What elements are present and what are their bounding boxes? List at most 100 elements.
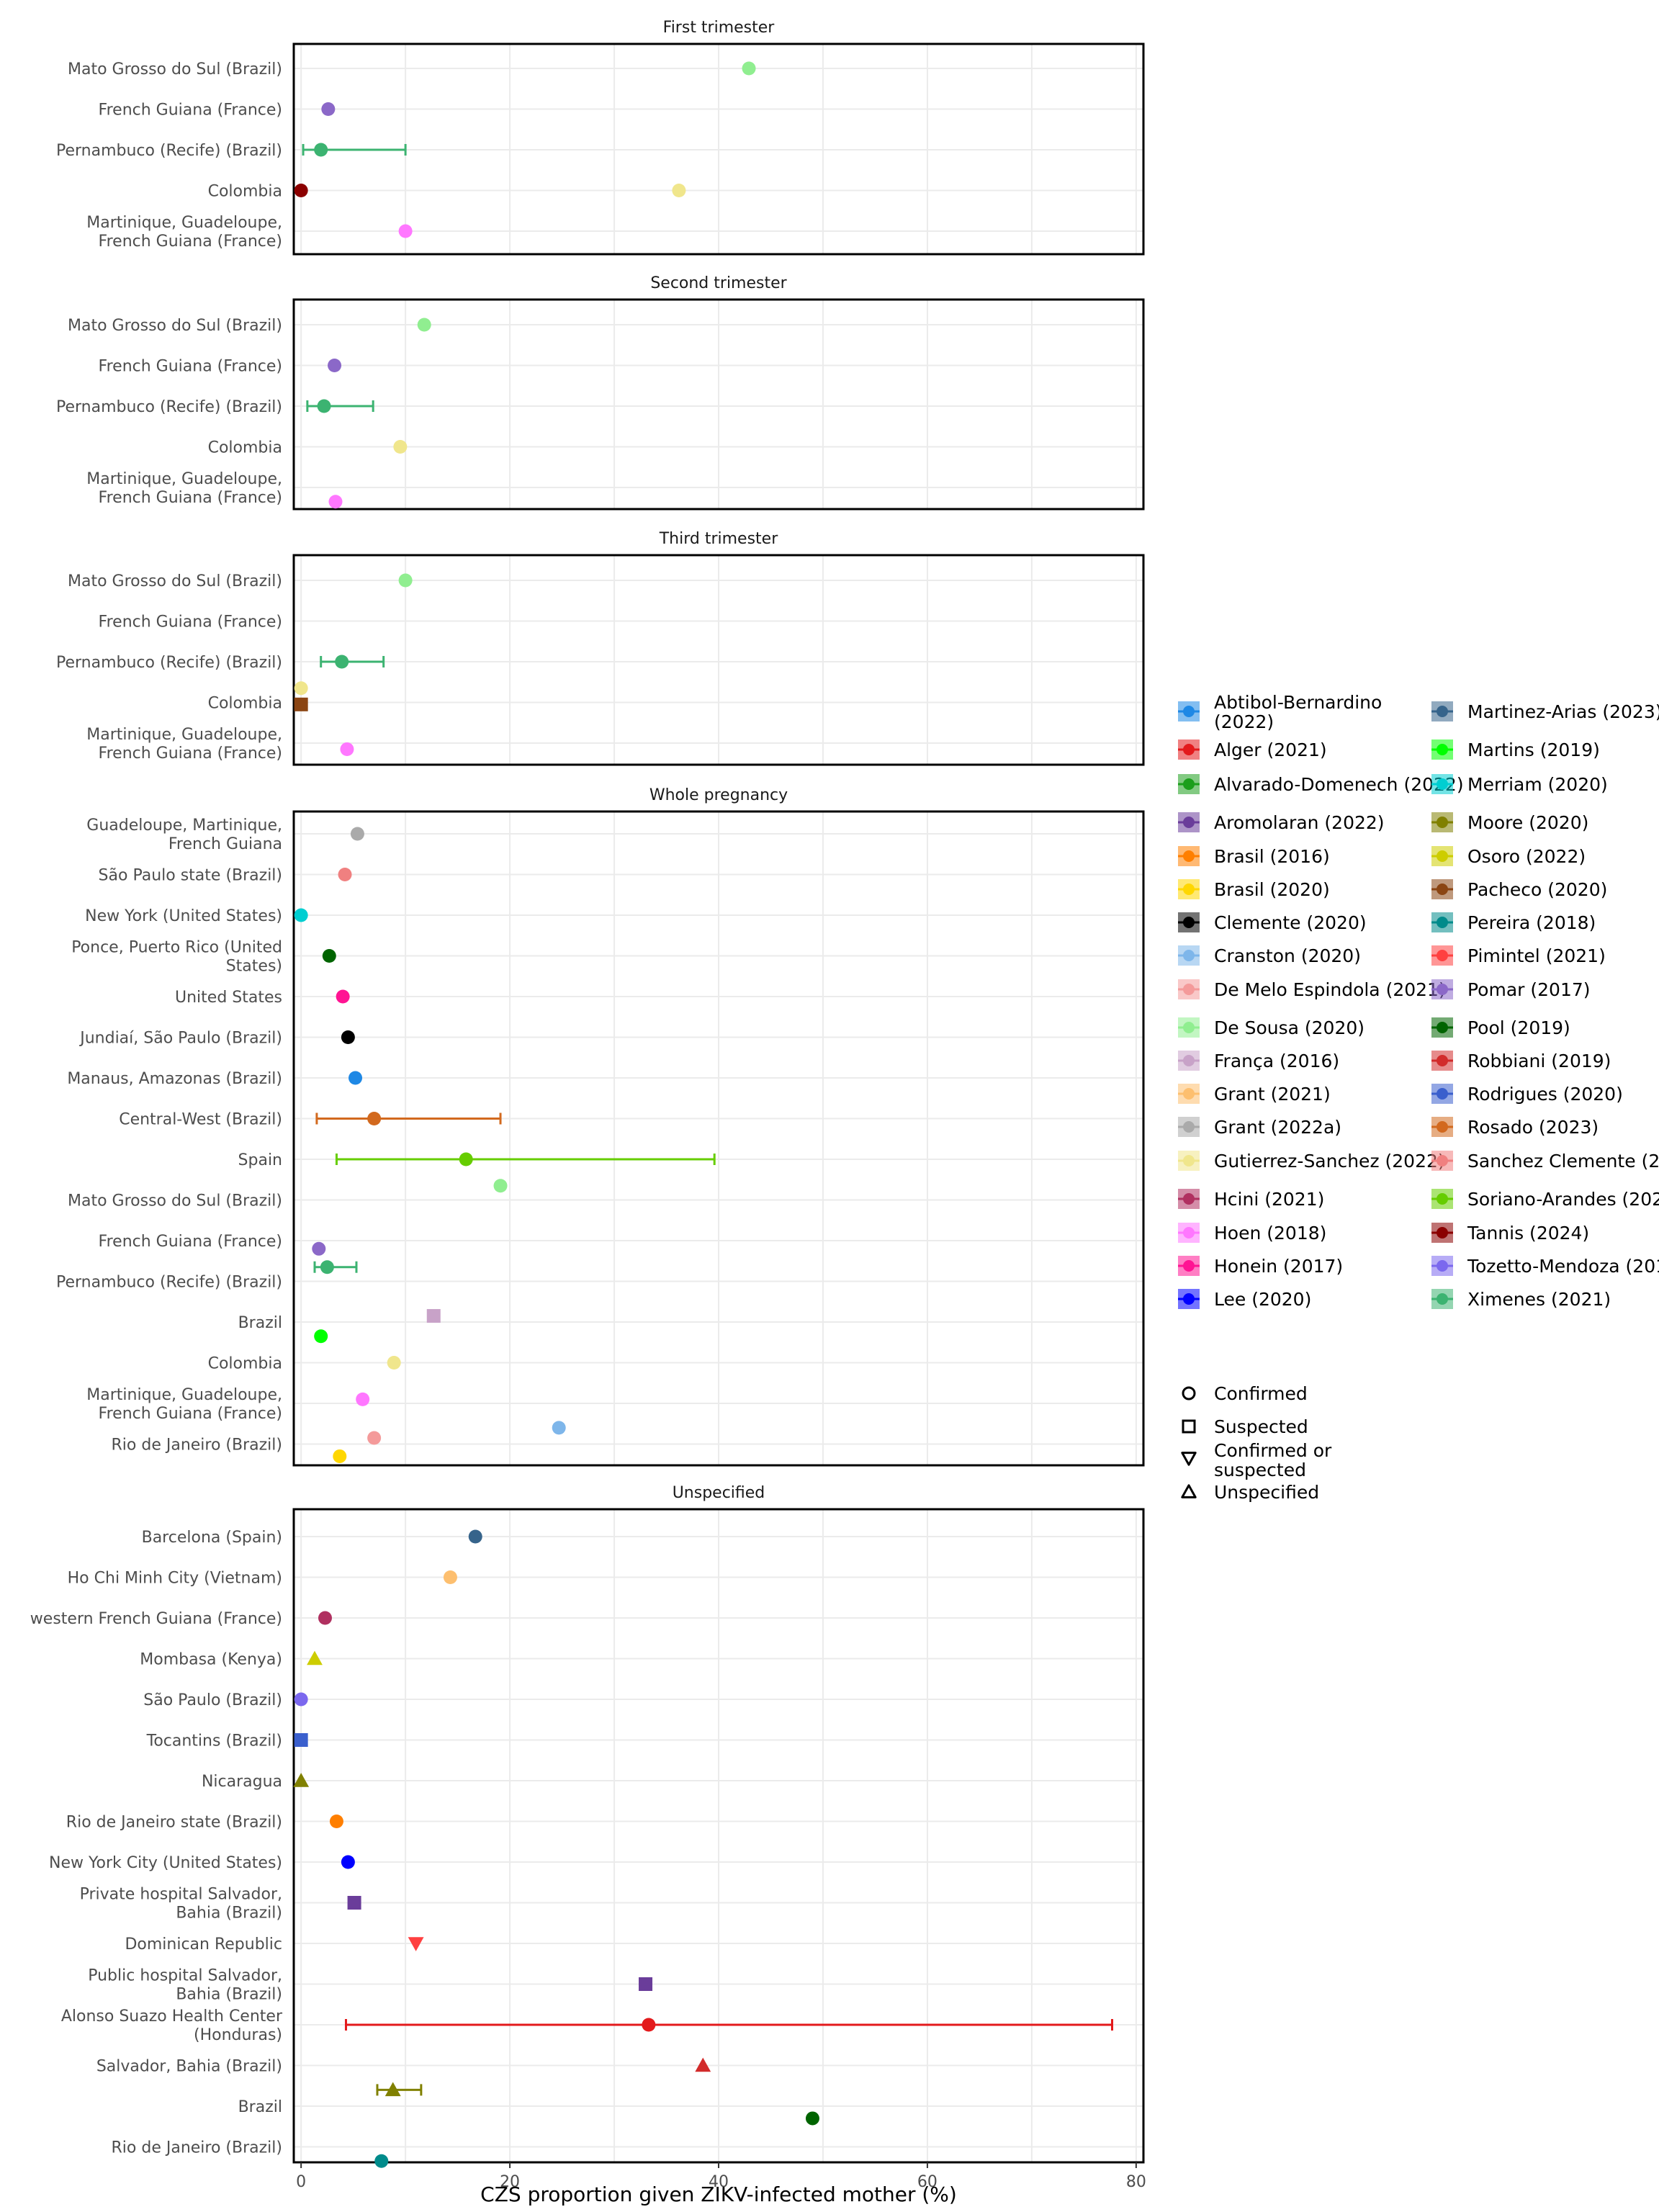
legend: Abtibol-Bernardino (2022) Alger (2021) Alva…: [1178, 692, 1659, 1503]
category-label-line: Manaus, Amazonas (Brazil): [67, 1070, 282, 1088]
point-marker: [350, 827, 364, 841]
category-label: Salvador, Bahia (Brazil): [96, 2058, 282, 2076]
data-point-clemente-2020: [341, 1030, 355, 1044]
legend-label: Pimintel (2021): [1467, 945, 1606, 966]
category-label-line: Colombia: [208, 695, 282, 713]
x-tick-label: 60: [917, 2173, 938, 2191]
category-label: Barcelona (Spain): [142, 1529, 282, 1547]
data-point-grant-2021: [443, 1570, 457, 1584]
legend-shape-confirmed-or-suspected: Confirmed or suspected: [1181, 1440, 1332, 1480]
legend-key-dot: [1437, 1193, 1448, 1205]
legend-item-aromolaran-2022: Aromolaran (2022): [1178, 812, 1385, 833]
legend-shape-key: [1181, 1452, 1197, 1466]
legend-item-tozetto-mendoza-2019: Tozetto-Mendoza (2019): [1431, 1256, 1659, 1277]
point-marker: [459, 1152, 473, 1166]
legend-item-fran-a-2016: França (2016): [1178, 1051, 1339, 1071]
legend-item-pool-2019: Pool (2019): [1431, 1017, 1570, 1038]
legend-label: Robbiani (2019): [1467, 1051, 1611, 1071]
point-marker: [552, 1421, 566, 1435]
data-point-ximenes-2021: [302, 143, 407, 157]
category-label: Brazil: [238, 2098, 282, 2116]
legend-item-cranston-2020: Cranston (2020): [1178, 945, 1361, 966]
data-point-de-sousa-2020: [742, 61, 756, 76]
legend-label-line: Hoen (2018): [1214, 1223, 1326, 1244]
category-label: Private hospital Salvador, Bahia (Brazil): [80, 1886, 282, 1923]
legend-label: Tannis (2024): [1467, 1223, 1589, 1244]
legend-item-grant-2022a: Grant (2022a): [1178, 1117, 1341, 1138]
category-label: Nicaragua: [202, 1773, 282, 1791]
legend-label-line: De Melo Espindola (2021): [1214, 979, 1446, 1000]
legend-key-dot: [1183, 1155, 1195, 1166]
data-point-ximenes-2021: [313, 1260, 358, 1274]
category-label-line: Colombia: [208, 439, 282, 457]
legend-label: Brasil (2016): [1214, 846, 1330, 867]
legend-label-line: Brasil (2020): [1214, 879, 1330, 900]
legend-label-line: Alger (2021): [1214, 739, 1327, 760]
point-marker: [408, 1937, 424, 1951]
category-label: Martinique, Guadeloupe, French Guiana (Fr…: [86, 1386, 282, 1423]
legend-item-clemente-2020: Clemente (2020): [1178, 912, 1367, 933]
category-label-line: Bahia (Brazil): [176, 1905, 282, 1923]
data-point-gutierrez-sanchez-2022: [387, 1356, 401, 1370]
legend-shape-label: Confirmed or suspected: [1214, 1440, 1332, 1480]
legend-label-line: Aromolaran (2022): [1214, 812, 1385, 833]
legend-item-osoro-2022: Osoro (2022): [1431, 846, 1586, 867]
data-point-gutierrez-sanchez-2022: [672, 184, 686, 197]
legend-key-dot: [1437, 1055, 1448, 1066]
data-point-pool-2019: [805, 2111, 819, 2126]
category-label-line: Guadeloupe, Martinique,: [86, 817, 282, 835]
legend-item-moore-2020: Moore (2020): [1431, 812, 1588, 833]
point-marker: [341, 1030, 355, 1044]
legend-label: Brasil (2020): [1214, 879, 1330, 900]
legend-label-line: Rodrigues (2020): [1467, 1084, 1623, 1105]
point-marker: [322, 949, 336, 963]
point-marker: [805, 2111, 819, 2126]
point-marker: [328, 495, 343, 509]
data-point-soriano-arandes-2020: [335, 1152, 716, 1166]
legend-shape-key: [1182, 1386, 1196, 1401]
legend-label: Pacheco (2020): [1467, 879, 1607, 900]
category-label-line: French Guiana (France): [99, 233, 282, 251]
category-label-line: São Paulo state (Brazil): [99, 867, 282, 885]
legend-key-dot: [1437, 850, 1448, 862]
legend-item-grant-2021: Grant (2021): [1178, 1084, 1331, 1105]
data-point-pomar-2017: [312, 1241, 326, 1256]
category-label-line: New York (United States): [85, 907, 282, 925]
data-point-tannis-2024: [294, 184, 308, 197]
legend-shape-confirmed: Confirmed: [1182, 1383, 1308, 1404]
category-label-line: Mato Grosso do Sul (Brazil): [68, 60, 282, 78]
legend-label-line: Sanchez Clemente (2020): [1467, 1151, 1659, 1172]
panel-first-trimester: First trimester Mato Grosso do Sul (Brazi…: [56, 19, 1145, 256]
point-marker: [639, 1977, 653, 1991]
category-label-line: Salvador, Bahia (Brazil): [96, 2058, 282, 2076]
category-label: Colombia: [208, 695, 282, 713]
category-label-line: Bahia (Brazil): [176, 1986, 282, 2004]
legend-label-line: Pimintel (2021): [1467, 945, 1606, 966]
point-marker: [374, 2154, 389, 2168]
legend-item-gutierrez-sanchez-2022: Gutierrez-Sanchez (2022): [1178, 1151, 1445, 1172]
category-label: Dominican Republic: [125, 1936, 282, 1954]
panel-title: Second trimester: [650, 274, 787, 292]
legend-key-dot: [1437, 1121, 1448, 1133]
data-point-grant-2022a: [350, 827, 364, 841]
x-tick-label: 0: [296, 2173, 306, 2191]
category-label-line: Brazil: [238, 2098, 282, 2116]
category-label-line: Nicaragua: [202, 1773, 282, 1791]
legend-key-dot: [1183, 917, 1195, 928]
legend-key-dot: [1183, 778, 1195, 790]
legend-key-dot: [1183, 1088, 1195, 1100]
category-label-line: Mato Grosso do Sul (Brazil): [68, 572, 282, 590]
legend-key-dot: [1437, 817, 1448, 828]
legend-label-line: Honein (2017): [1214, 1256, 1343, 1277]
point-marker: [341, 1855, 355, 1869]
legend-label-line: França (2016): [1214, 1051, 1339, 1071]
point-marker: [312, 1241, 326, 1256]
legend-label-line: Clemente (2020): [1214, 912, 1367, 933]
data-point-cranston-2020: [552, 1421, 566, 1435]
point-marker: [294, 681, 308, 696]
legend-item-martinez-arias-2023: Martinez-Arias (2023): [1431, 701, 1659, 722]
legend-key-dot: [1183, 817, 1195, 828]
point-marker: [367, 1431, 382, 1445]
point-marker: [426, 1309, 441, 1323]
category-label: Martinique, Guadeloupe, French Guiana (Fr…: [86, 726, 282, 763]
